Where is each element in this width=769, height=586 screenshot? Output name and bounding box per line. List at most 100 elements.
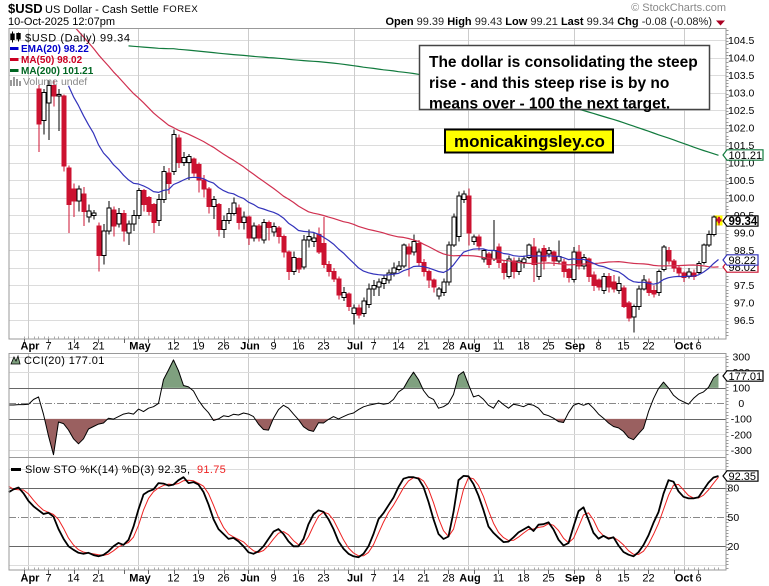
svg-text:104.5: 104.5	[728, 35, 754, 47]
svg-text:8: 8	[595, 573, 601, 585]
svg-text:$USD (Daily) 99.34: $USD (Daily) 99.34	[25, 33, 131, 45]
svg-text:19: 19	[192, 573, 204, 585]
svg-text:22: 22	[642, 341, 654, 353]
svg-text:$USD: $USD	[8, 1, 43, 16]
svg-text:15: 15	[617, 573, 629, 585]
svg-text:14: 14	[67, 573, 79, 585]
svg-text:28: 28	[442, 573, 454, 585]
svg-text:80: 80	[728, 483, 740, 495]
svg-text:6: 6	[695, 341, 701, 353]
svg-text:28: 28	[442, 341, 454, 353]
svg-text:-100: -100	[731, 414, 752, 426]
svg-text:MA(200) 101.21: MA(200) 101.21	[21, 66, 94, 77]
svg-text:-200: -200	[731, 429, 752, 441]
svg-text:100.0: 100.0	[728, 193, 754, 205]
svg-text:10-Oct-2025 12:07pm: 10-Oct-2025 12:07pm	[8, 16, 115, 28]
svg-text:25: 25	[542, 341, 554, 353]
svg-text:-300: -300	[731, 445, 752, 457]
svg-text:102.0: 102.0	[728, 122, 754, 134]
svg-text:Sep: Sep	[565, 573, 585, 585]
svg-text:MA(50) 98.02: MA(50) 98.02	[21, 55, 83, 66]
svg-text:11: 11	[493, 341, 504, 353]
svg-text:14: 14	[392, 573, 404, 585]
svg-text:100.5: 100.5	[728, 175, 754, 187]
svg-text:21: 21	[92, 341, 104, 353]
svg-text:177.01: 177.01	[729, 371, 763, 383]
svg-text:50: 50	[728, 512, 740, 524]
svg-text:99.0: 99.0	[734, 228, 755, 240]
svg-text:means over - 100 the next targ: means over - 100 the next target.	[429, 96, 670, 113]
svg-text:21: 21	[417, 341, 429, 353]
svg-text:14: 14	[392, 341, 404, 353]
svg-text:Jun: Jun	[240, 573, 260, 585]
svg-text:Oct: Oct	[675, 573, 694, 585]
svg-text:CCI(20) 177.01: CCI(20) 177.01	[24, 355, 105, 367]
svg-text:The dollar is consolidating th: The dollar is consolidating the steep	[429, 54, 698, 71]
svg-text:FOREX: FOREX	[163, 4, 198, 15]
svg-text:16: 16	[292, 341, 304, 353]
svg-text:103.0: 103.0	[728, 87, 754, 99]
svg-text:Open 99.39 High 99.43 Low 99.2: Open 99.39 High 99.43 Low 99.21 Last 99.…	[385, 16, 712, 28]
svg-text:300: 300	[733, 352, 751, 364]
svg-text:© StockCharts.com: © StockCharts.com	[631, 2, 726, 14]
svg-text:92.35: 92.35	[729, 471, 757, 483]
svg-text:11: 11	[493, 573, 504, 585]
svg-text:6: 6	[695, 573, 701, 585]
svg-text:26: 26	[217, 341, 229, 353]
svg-text:99.34: 99.34	[729, 216, 758, 228]
svg-text:104.0: 104.0	[728, 52, 754, 64]
svg-text:7: 7	[370, 573, 376, 585]
svg-text:EMA(20) 98.22: EMA(20) 98.22	[21, 44, 89, 55]
svg-text:0: 0	[738, 398, 744, 410]
svg-text:21: 21	[92, 573, 104, 585]
svg-text:May: May	[129, 341, 151, 353]
svg-text:98.22: 98.22	[729, 255, 757, 267]
svg-text:12: 12	[167, 341, 179, 353]
svg-text:7: 7	[370, 341, 376, 353]
svg-text:21: 21	[417, 573, 429, 585]
svg-text:91.75: 91.75	[197, 464, 226, 476]
svg-text:Slow STO %K(14) %D(3) 92.35,: Slow STO %K(14) %D(3) 92.35,	[25, 464, 190, 476]
svg-text:26: 26	[217, 573, 229, 585]
svg-text:19: 19	[192, 341, 204, 353]
svg-text:Aug: Aug	[459, 573, 480, 585]
svg-text:96.5: 96.5	[734, 315, 755, 327]
svg-text:101.5: 101.5	[728, 140, 754, 152]
svg-text:98.5: 98.5	[734, 245, 755, 257]
svg-text:103.5: 103.5	[728, 70, 754, 82]
svg-text:Aug: Aug	[459, 341, 480, 353]
svg-text:US Dollar - Cash Settle: US Dollar - Cash Settle	[45, 4, 159, 16]
svg-text:May: May	[129, 573, 151, 585]
svg-text:9: 9	[270, 573, 276, 585]
svg-text:14: 14	[67, 341, 79, 353]
svg-text:18: 18	[517, 573, 529, 585]
svg-text:15: 15	[617, 341, 629, 353]
svg-text:Oct: Oct	[675, 341, 694, 353]
svg-text:monicakingsley.co: monicakingsley.co	[454, 132, 605, 151]
svg-text:Jun: Jun	[240, 341, 260, 353]
svg-text:25: 25	[542, 573, 554, 585]
svg-text:7: 7	[45, 341, 51, 353]
svg-text:101.21: 101.21	[729, 150, 763, 162]
svg-text:23: 23	[317, 341, 329, 353]
svg-text:Apr: Apr	[21, 341, 41, 353]
svg-text:Volume undef: Volume undef	[23, 76, 87, 88]
svg-text:8: 8	[595, 341, 601, 353]
svg-text:97.0: 97.0	[734, 298, 755, 310]
svg-text:7: 7	[45, 573, 51, 585]
svg-text:Apr: Apr	[21, 573, 41, 585]
svg-text:18: 18	[517, 341, 529, 353]
svg-text:97.5: 97.5	[734, 280, 755, 292]
svg-text:Sep: Sep	[565, 341, 585, 353]
svg-text:12: 12	[167, 573, 179, 585]
svg-text:rise - and this steep rise is: rise - and this steep rise is by no	[429, 75, 669, 92]
svg-text:9: 9	[270, 341, 276, 353]
svg-text:20: 20	[728, 541, 740, 553]
svg-text:23: 23	[317, 573, 329, 585]
svg-text:16: 16	[292, 573, 304, 585]
svg-text:22: 22	[642, 573, 654, 585]
svg-text:Jul: Jul	[347, 341, 363, 353]
svg-text:100: 100	[733, 383, 751, 395]
svg-text:Jul: Jul	[347, 573, 363, 585]
svg-text:102.5: 102.5	[728, 105, 754, 117]
